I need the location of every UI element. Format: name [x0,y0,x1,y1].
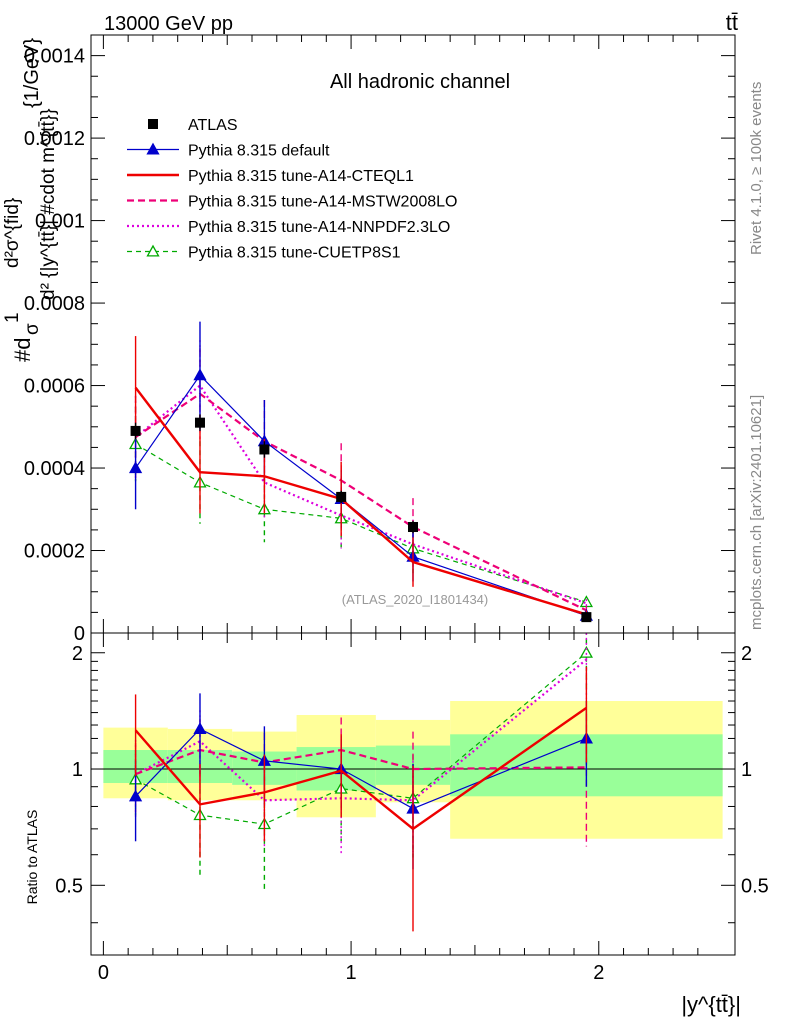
ylabel-part-unit: {1/GeV} [21,38,43,108]
mstw-line [134,392,587,612]
xlabel: |y^{tt̄}| [681,992,741,1017]
ratio-ylabel: Ratio to ATLAS [24,810,40,905]
ratio-default-point-1 [193,722,207,734]
legend-item-nnpdf: Pythia 8.315 tune-A14-NNPDF2.3LO [127,219,450,236]
atlas-point-1 [194,417,205,428]
ratio-ytick-label-right-0: 0.5 [741,875,769,897]
xtick-label-0: 0 [98,962,109,984]
side-label-bottom: mcplots.cern.ch [arXiv:2401.10621] [748,395,765,630]
legend-item-cteql1: Pythia 8.315 tune-A14-CTEQL1 [127,168,414,185]
legend-item-cuetp: Pythia 8.315 tune-CUETP8S1 [127,245,401,262]
legend-marker-cuetp [146,244,160,257]
legend-marker-atlas [148,119,158,129]
analysis-id: (ATLAS_2020_I1801434) [342,592,488,607]
ratio-default-point-0 [128,789,143,802]
main-ytick-label-0: 0 [74,623,85,645]
ratio-mstw-line [135,748,587,776]
ratio-ytick-label-left-0: 0.5 [55,875,83,897]
ratio-series-cteql1 [134,666,588,932]
ratio-cuetp-line [135,652,587,825]
cteql1-line [134,386,587,616]
main-ylabel: #d 1 σ d²σ^{fid} d² {|y^{tt̄}| #cdot m^{… [2,38,59,362]
ylabel-part-one: 1 [2,312,23,323]
legend-item-mstw: Pythia 8.315 tune-A14-MSTW2008LO [127,194,457,211]
legend-label-default: Pythia 8.315 default [188,143,330,160]
legend-label-mstw: Pythia 8.315 tune-A14-MSTW2008LO [188,194,457,211]
atlas-point-2 [259,444,270,455]
ylabel-part-numerator: d²σ^{fid} [2,198,23,268]
legend-label-nnpdf: Pythia 8.315 tune-A14-NNPDF2.3LO [188,219,450,236]
main-ytick-label-6: 0.0012 [24,128,85,150]
default-point-1 [193,368,207,381]
ylabel-part-denominator: d² {|y^{tt̄}| #cdot m^{tt̄}} [38,109,59,300]
legend-label-cuetp: Pythia 8.315 tune-CUETP8S1 [188,245,401,262]
legend-item-atlas: ATLAS [148,117,238,134]
ylabel-part-hash-d: #d [10,338,35,362]
main-ytick-label-5: 0.001 [35,211,85,233]
ratio-frame [90,632,736,956]
ylabel-part-sigma: σ [22,323,43,335]
atlas-point-3 [336,491,347,502]
process-label: tt̄ [726,10,738,35]
ratio-ytick-label-right-1: 1 [741,759,752,781]
ratio-ytick-label-left-2: 2 [72,643,83,665]
main-ytick-label-3: 0.0006 [24,376,85,398]
ratio-series-layer [128,633,593,932]
main-ytick-label-2: 0.0004 [24,458,85,480]
main-ytick-label-1: 0.0002 [24,541,85,563]
legend-item-default: Pythia 8.315 default [127,143,330,160]
atlas-point-0 [130,425,141,436]
axes-layer: 0 0.0002 0.0004 0.0006 0.0008 0.001 0.0012 0.00… [24,34,769,984]
ratio-cteql1-line [134,706,588,831]
default-point-0 [128,461,143,474]
ratio-cuetp-point-5 [579,645,593,658]
side-label-top: Rivet 4.1.0, ≥ 100k events [748,82,765,255]
main-ytick-label-4: 0.0008 [24,293,85,315]
ratio-ytick-label-left-1: 1 [72,759,83,781]
default-line [135,374,587,617]
channel-title: All hadronic channel [330,71,510,93]
atlas-point-5 [581,612,592,623]
legend-marker-default [146,142,160,155]
main-ytick-label-7: 0.0014 [24,46,85,68]
legend: ATLAS Pythia 8.315 default Pythia 8.315 tu… [127,117,457,262]
ratio-ytick-label-right-2: 2 [741,643,752,665]
nnpdf-line [134,383,587,605]
atlas-point-4 [408,522,418,533]
series-atlas [130,414,592,623]
xtick-label-2: 2 [593,962,604,984]
energy-label: 13000 GeV pp [104,13,233,35]
cuetp-line [135,443,587,603]
main-series-layer [128,321,593,623]
xtick-label-1: 1 [346,962,357,984]
ratio-nnpdf-line [135,658,588,802]
ratio-default-line [135,728,587,810]
legend-label-cteql1: Pythia 8.315 tune-A14-CTEQL1 [188,168,414,185]
legend-label-atlas: ATLAS [188,117,238,134]
